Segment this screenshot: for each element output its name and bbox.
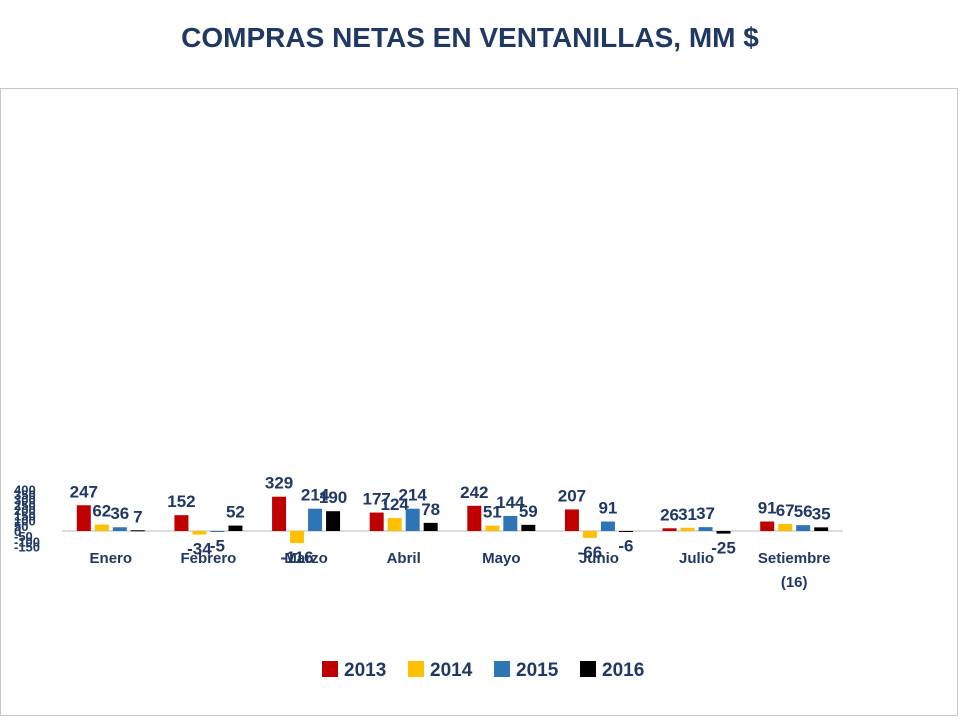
legend-label-2013: 2013 — [344, 660, 386, 681]
y-tick-label: 250 — [14, 498, 36, 513]
data-label: -66 — [578, 543, 603, 562]
data-label: 51 — [483, 503, 502, 522]
y-tick-label: 400 — [14, 482, 36, 497]
data-label: 207 — [558, 486, 586, 505]
bar-2014 — [387, 518, 402, 531]
data-label: 242 — [460, 483, 488, 502]
bar-2013 — [272, 496, 287, 531]
legend-swatch-2015 — [494, 661, 510, 677]
data-label: 7 — [133, 507, 142, 526]
category-label: Marzo — [284, 550, 327, 567]
data-label: -6 — [618, 537, 633, 556]
bar-2014 — [680, 527, 695, 531]
legend-label-2015: 2015 — [516, 660, 559, 681]
bar-2016 — [618, 531, 633, 532]
bar-2014 — [485, 525, 500, 531]
data-label: 214 — [301, 486, 330, 505]
bar-2014 — [94, 524, 109, 531]
bar-2016 — [423, 522, 438, 531]
y-tick-label: 0 — [14, 524, 21, 539]
bar-2014 — [192, 531, 207, 535]
data-label: 91 — [758, 499, 777, 518]
category-label: Febrero — [181, 550, 237, 567]
legend-label-2014: 2014 — [430, 660, 473, 681]
category-label: Setiembre — [758, 550, 831, 567]
category-label: Julio — [679, 550, 714, 567]
bar-2015 — [796, 525, 811, 531]
bar-2016 — [228, 525, 243, 531]
y-tick-label: 150 — [14, 508, 36, 523]
category-label: Junio — [579, 550, 619, 567]
category-label: Enero — [90, 550, 133, 567]
bar-2015 — [698, 527, 713, 531]
data-label: 247 — [70, 482, 98, 501]
bar-2013 — [564, 509, 579, 531]
data-label: 190 — [319, 488, 347, 507]
chart-frame — [0, 88, 958, 716]
y-tick-label: -150 — [14, 540, 40, 555]
category-label: Mayo — [482, 550, 520, 567]
bar-2016 — [521, 524, 536, 531]
legend-swatch-2014 — [408, 661, 424, 677]
data-label: 177 — [363, 490, 391, 509]
data-label: 152 — [167, 492, 195, 511]
bar-2013 — [174, 515, 189, 531]
bar-2013 — [662, 528, 677, 531]
y-tick-label: 50 — [14, 519, 28, 534]
y-tick-label: 200 — [14, 503, 36, 518]
data-label: 31 — [678, 505, 697, 524]
chart-title: COMPRAS NETAS EN VENTANILLAS, MM $ — [181, 22, 759, 53]
data-label: 52 — [226, 503, 245, 522]
legend-label-2016: 2016 — [602, 660, 644, 681]
bar-2016 — [130, 530, 145, 532]
data-label: 329 — [265, 474, 293, 493]
data-label: 37 — [696, 504, 715, 523]
data-label: 62 — [92, 502, 111, 521]
legend-swatch-2016 — [580, 661, 596, 677]
category-label: (16) — [781, 574, 808, 591]
bar-2013 — [760, 521, 775, 531]
bar-2014 — [582, 531, 597, 538]
bar-2015 — [210, 531, 225, 532]
bar-2014 — [778, 524, 793, 531]
y-tick-label: 100 — [14, 514, 36, 529]
data-label: 36 — [110, 504, 129, 523]
data-label: -34 — [187, 540, 212, 559]
data-label: 214 — [399, 486, 428, 505]
data-label: -5 — [210, 537, 225, 556]
y-tick-label: 300 — [14, 493, 36, 508]
y-tick-label: 350 — [14, 488, 36, 503]
data-label: 26 — [660, 505, 679, 524]
data-label: -116 — [281, 548, 314, 567]
bar-2016 — [326, 511, 341, 531]
data-label: 78 — [421, 500, 440, 519]
bar-2015 — [405, 508, 420, 531]
bar-2013 — [76, 505, 91, 531]
category-label: Abril — [387, 550, 421, 567]
y-tick-label: -100 — [14, 534, 40, 549]
bar-2015 — [112, 527, 127, 531]
bar-2016 — [814, 527, 829, 531]
data-label: 144 — [496, 493, 525, 512]
data-label: 59 — [519, 502, 538, 521]
data-label: 91 — [598, 499, 617, 518]
bar-2013 — [369, 512, 384, 531]
bar-2015 — [503, 515, 518, 531]
bar-2015 — [308, 508, 323, 531]
bar-2016 — [716, 531, 731, 534]
legend-swatch-2013 — [322, 661, 338, 677]
bar-2013 — [467, 505, 482, 531]
data-label: -25 — [711, 539, 736, 558]
data-label: 56 — [794, 502, 813, 521]
bar-2014 — [290, 531, 305, 544]
data-label: 35 — [812, 504, 831, 523]
bar-2015 — [600, 521, 615, 531]
data-label: 67 — [776, 501, 795, 520]
y-tick-label: -50 — [14, 529, 33, 544]
data-label: 124 — [381, 495, 410, 514]
